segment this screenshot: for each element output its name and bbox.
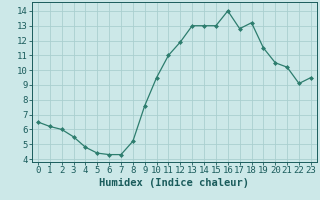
X-axis label: Humidex (Indice chaleur): Humidex (Indice chaleur)	[100, 178, 249, 188]
